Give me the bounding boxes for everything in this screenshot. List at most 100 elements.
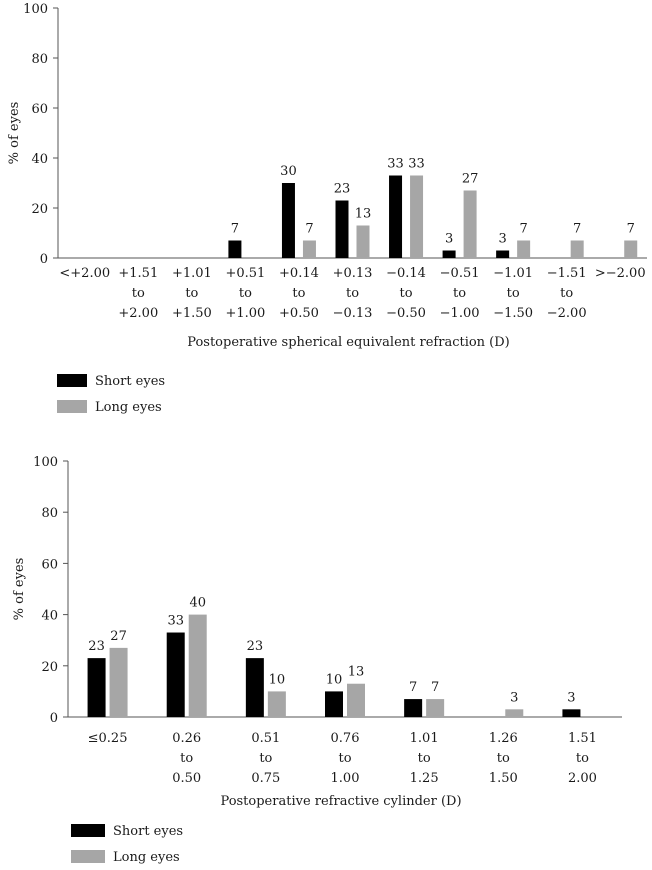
y-axis-title: % of eyes: [12, 558, 27, 621]
x-tick-label: 1.01: [410, 731, 439, 746]
bar-short-eyes: [228, 240, 242, 258]
y-tick-label: 100: [23, 2, 48, 17]
x-tick-label: −0.50: [386, 306, 426, 321]
x-tick-label: to: [259, 751, 272, 766]
bar-short-eyes: [496, 250, 510, 258]
bar-long-eyes: [109, 647, 128, 717]
bar-long-eyes: [426, 699, 445, 717]
x-tick-label: to: [185, 286, 198, 301]
data-label: 7: [305, 222, 313, 237]
bar-long-eyes: [356, 225, 370, 258]
x-tick-label: to: [497, 751, 510, 766]
x-tick-label: −2.00: [547, 306, 587, 321]
bar-short-eyes: [442, 250, 456, 258]
data-label: 7: [231, 222, 239, 237]
y-tick-label: 0: [50, 711, 58, 726]
x-tick-label: −1.51: [547, 266, 587, 281]
bar-short-eyes: [562, 709, 581, 717]
y-tick-label: 0: [40, 252, 48, 267]
bar-short-eyes: [404, 699, 423, 717]
x-tick-label: −0.13: [333, 306, 373, 321]
x-tick-label: to: [576, 751, 589, 766]
x-tick-label: to: [418, 751, 431, 766]
x-tick-label: to: [292, 286, 305, 301]
data-label: 23: [88, 639, 105, 654]
bar-long-eyes: [570, 240, 584, 258]
x-tick-label: to: [560, 286, 573, 301]
data-label: 33: [408, 157, 425, 172]
bar-long-eyes: [463, 190, 477, 258]
data-label: 3: [567, 690, 575, 705]
data-label: 40: [189, 596, 206, 611]
x-tick-label: 0.75: [251, 771, 280, 786]
x-tick-label: −0.51: [440, 266, 480, 281]
data-label: 3: [498, 232, 506, 247]
bar-long-eyes: [267, 691, 286, 717]
x-tick-label: to: [180, 751, 193, 766]
x-tick-label: 0.50: [172, 771, 201, 786]
x-tick-label: to: [400, 286, 413, 301]
x-tick-label: +1.01: [172, 266, 212, 281]
x-tick-label: to: [239, 286, 252, 301]
x-tick-label: 1.00: [331, 771, 360, 786]
x-tick-label: ≤0.25: [88, 731, 128, 746]
x-tick-label: 1.50: [489, 771, 518, 786]
data-label: 23: [247, 639, 264, 654]
x-tick-label: >−2.00: [595, 266, 646, 281]
data-label: 3: [510, 690, 518, 705]
data-label: 27: [462, 172, 479, 187]
x-tick-label: +1.00: [225, 306, 265, 321]
x-tick-label: +2.00: [118, 306, 158, 321]
bar-short-eyes: [87, 658, 106, 717]
x-tick-label: 1.26: [489, 731, 518, 746]
data-label: 23: [334, 182, 351, 197]
legend-label-short-eyes: Short eyes: [95, 374, 165, 389]
x-tick-label: 1.51: [568, 731, 597, 746]
x-tick-label: to: [346, 286, 359, 301]
legend-swatch-long-eyes: [57, 400, 87, 413]
x-tick-label: 0.26: [172, 731, 201, 746]
x-tick-label: +0.50: [279, 306, 319, 321]
data-label: 7: [409, 680, 417, 695]
bar-long-eyes: [188, 614, 207, 717]
x-tick-label: 1.25: [410, 771, 439, 786]
data-label: 33: [387, 157, 404, 172]
legend-swatch-short-eyes: [57, 374, 87, 387]
bar-long-eyes: [410, 175, 424, 258]
x-axis-title: Postoperative spherical equivalent refra…: [187, 335, 510, 350]
bar-short-eyes: [335, 200, 349, 258]
bar-long-eyes: [517, 240, 531, 258]
x-tick-label: −1.00: [440, 306, 480, 321]
data-label: 30: [280, 164, 297, 179]
legend-label-long-eyes: Long eyes: [95, 400, 162, 415]
y-tick-label: 40: [31, 152, 48, 167]
bar-long-eyes: [347, 683, 365, 717]
data-label: 13: [355, 207, 372, 222]
data-label: 13: [348, 665, 365, 680]
y-tick-label: 60: [41, 557, 58, 572]
bar-long-eyes: [505, 709, 524, 717]
data-label: 10: [269, 672, 286, 687]
bar-long-eyes: [302, 240, 316, 258]
x-tick-label: to: [453, 286, 466, 301]
x-tick-label: to: [338, 751, 351, 766]
legend-swatch-long-eyes: [71, 850, 105, 863]
legend-label-long-eyes: Long eyes: [113, 850, 180, 865]
y-tick-label: 40: [41, 609, 58, 624]
data-label: 33: [167, 614, 184, 629]
bar-short-eyes: [166, 632, 185, 717]
y-tick-label: 80: [31, 52, 48, 67]
x-axis-title: Postoperative refractive cylinder (D): [220, 794, 461, 809]
legend-label-short-eyes: Short eyes: [113, 824, 183, 839]
y-tick-label: 80: [41, 506, 58, 521]
y-tick-label: 60: [31, 102, 48, 117]
y-axis-title: % of eyes: [7, 102, 22, 165]
x-tick-label: +1.51: [118, 266, 158, 281]
x-tick-label: 0.76: [331, 731, 360, 746]
data-label: 7: [519, 222, 527, 237]
x-tick-label: −1.01: [493, 266, 533, 281]
y-tick-label: 20: [31, 202, 48, 217]
bar-long-eyes: [624, 240, 638, 258]
x-tick-label: to: [132, 286, 145, 301]
